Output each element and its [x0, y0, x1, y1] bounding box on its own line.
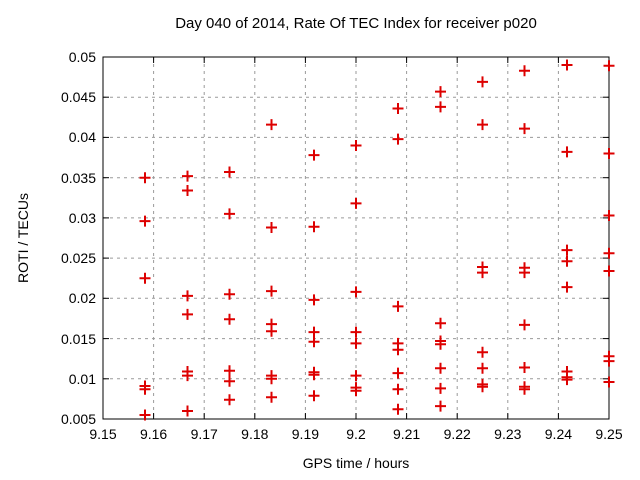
data-point-markers: [139, 59, 615, 421]
x-tick-label: 9.15: [89, 426, 117, 442]
y-tick-label: 0.03: [68, 209, 96, 226]
chart-title: Day 040 of 2014, Rate Of TEC Index for r…: [175, 15, 537, 32]
y-tick-label: 0.045: [60, 89, 96, 106]
x-tick-label: 9.21: [392, 426, 421, 442]
y-axis-label: ROTI / TECUs: [15, 193, 31, 283]
x-tick-label: 9.25: [595, 426, 623, 442]
x-tick-label: 9.19: [291, 426, 320, 442]
x-tick-label: 9.16: [139, 426, 168, 442]
y-tick-label: 0.02: [68, 290, 96, 307]
y-tick-label: 0.01: [68, 370, 96, 387]
plot-frame: [102, 56, 610, 420]
x-axis-label: GPS time / hours: [302, 455, 410, 471]
x-tick-label: 9.17: [190, 426, 218, 442]
y-tick-label: 0.05: [68, 49, 96, 65]
x-tick-label: 9.24: [544, 426, 573, 442]
x-tick-label: 9.22: [443, 426, 471, 442]
y-tick-label: 0.04: [68, 129, 96, 146]
y-tick-label: 0.025: [60, 250, 96, 267]
y-tick-label: 0.015: [60, 330, 96, 347]
x-tick-label: 9.2: [346, 426, 366, 442]
y-tick-label: 0.035: [60, 169, 96, 186]
y-tick-label: 0.005: [60, 411, 96, 427]
x-tick-label: 9.23: [494, 426, 522, 442]
x-tick-label: 9.18: [241, 426, 269, 442]
